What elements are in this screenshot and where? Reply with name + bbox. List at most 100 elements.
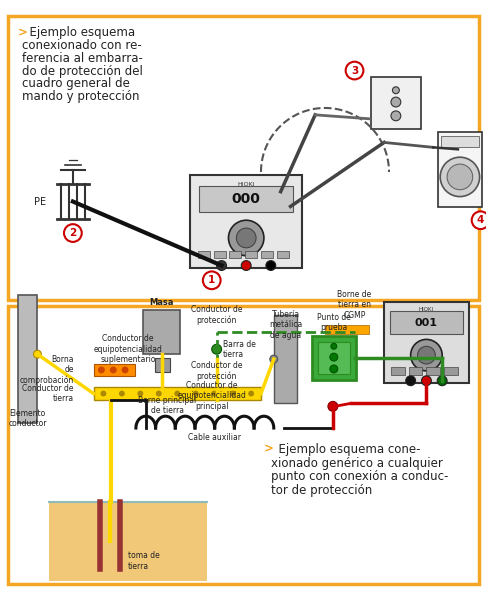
Text: Elemento
conductor: Elemento conductor <box>8 409 47 428</box>
Bar <box>245 251 257 257</box>
Bar <box>229 251 241 257</box>
FancyBboxPatch shape <box>438 131 482 208</box>
Circle shape <box>193 391 199 397</box>
Circle shape <box>156 391 162 397</box>
Circle shape <box>98 367 105 373</box>
Circle shape <box>440 157 480 197</box>
Text: 3: 3 <box>351 65 358 76</box>
Text: Masa: Masa <box>149 298 174 307</box>
Text: 4: 4 <box>477 215 484 225</box>
Text: Conductor de
equipotencialidad
principal: Conductor de equipotencialidad principal <box>177 381 246 410</box>
Text: Ejemplo esquema cone-: Ejemplo esquema cone- <box>271 443 420 456</box>
FancyBboxPatch shape <box>371 77 420 128</box>
FancyBboxPatch shape <box>390 311 463 334</box>
Bar <box>426 367 440 375</box>
FancyBboxPatch shape <box>384 302 469 383</box>
Text: >: > <box>264 443 274 456</box>
FancyBboxPatch shape <box>190 175 302 268</box>
Text: do de protección del: do de protección del <box>22 65 143 77</box>
Text: Conductor de
protección: Conductor de protección <box>191 305 243 325</box>
Circle shape <box>330 353 338 361</box>
Bar <box>274 315 297 403</box>
Bar <box>155 358 170 372</box>
Text: Borna
de
comprobación: Borna de comprobación <box>20 355 74 385</box>
Text: 001: 001 <box>415 317 438 328</box>
Circle shape <box>328 401 338 411</box>
Circle shape <box>236 228 256 248</box>
FancyBboxPatch shape <box>199 186 293 212</box>
Circle shape <box>346 62 364 79</box>
Circle shape <box>241 260 251 271</box>
Text: HIOKI: HIOKI <box>419 307 434 313</box>
Circle shape <box>411 340 442 371</box>
Text: Borne principal
de tierra: Borne principal de tierra <box>138 396 197 415</box>
Text: tor de protección: tor de protección <box>271 484 372 497</box>
Circle shape <box>331 343 337 349</box>
Text: Conductor de
tierra: Conductor de tierra <box>22 384 74 403</box>
Circle shape <box>34 350 41 358</box>
Bar <box>93 386 261 400</box>
Bar <box>444 367 458 375</box>
Circle shape <box>421 376 431 386</box>
Circle shape <box>119 391 125 397</box>
FancyBboxPatch shape <box>312 337 356 380</box>
Bar <box>18 295 38 423</box>
Bar <box>261 251 273 257</box>
Circle shape <box>417 346 435 364</box>
Bar <box>214 251 226 257</box>
Text: >: > <box>18 26 28 39</box>
Circle shape <box>174 391 180 397</box>
Circle shape <box>137 391 143 397</box>
Circle shape <box>406 376 415 386</box>
Circle shape <box>211 391 217 397</box>
Text: Borne de
tierra en
CGMP: Borne de tierra en CGMP <box>337 290 371 320</box>
Circle shape <box>270 355 278 363</box>
Text: xionado genérico a cualquier: xionado genérico a cualquier <box>271 457 443 470</box>
Text: Conductor de
protección: Conductor de protección <box>191 361 243 381</box>
Circle shape <box>248 391 254 397</box>
Text: Conductor de
equipotencialidad
suplementario: Conductor de equipotencialidad suplement… <box>93 334 163 364</box>
Text: Tubería
metálica
de agua: Tubería metálica de agua <box>269 310 302 340</box>
Circle shape <box>228 220 264 256</box>
Text: mando y protección: mando y protección <box>22 90 139 103</box>
Circle shape <box>100 391 106 397</box>
Bar <box>325 325 370 334</box>
Text: Barra de
tierra: Barra de tierra <box>223 340 255 359</box>
Circle shape <box>203 271 221 289</box>
Text: 000: 000 <box>232 191 261 206</box>
Circle shape <box>110 367 117 373</box>
FancyBboxPatch shape <box>8 16 479 300</box>
Text: HIOKI: HIOKI <box>238 182 255 187</box>
Circle shape <box>64 224 82 242</box>
Bar <box>143 310 180 354</box>
Circle shape <box>391 97 401 107</box>
Circle shape <box>230 391 236 397</box>
Bar <box>277 251 288 257</box>
Circle shape <box>472 211 490 229</box>
Circle shape <box>330 365 338 373</box>
Circle shape <box>391 111 401 121</box>
Text: cuadro general de: cuadro general de <box>22 77 129 91</box>
Bar <box>441 136 479 148</box>
Circle shape <box>447 164 473 190</box>
FancyBboxPatch shape <box>318 342 350 374</box>
Text: ferencia al embarra-: ferencia al embarra- <box>22 52 143 65</box>
FancyBboxPatch shape <box>8 306 479 584</box>
Circle shape <box>122 367 128 373</box>
Circle shape <box>266 260 276 271</box>
Text: 2: 2 <box>69 228 77 238</box>
Bar <box>93 364 135 376</box>
Text: 1: 1 <box>208 275 215 286</box>
Circle shape <box>392 87 399 94</box>
Bar <box>198 251 210 257</box>
Circle shape <box>212 344 222 354</box>
Bar <box>49 502 207 581</box>
Circle shape <box>437 376 447 386</box>
Text: Ejemplo esquema: Ejemplo esquema <box>22 26 135 39</box>
Text: PE: PE <box>34 197 46 206</box>
Text: punto con conexión a conduc-: punto con conexión a conduc- <box>271 470 448 484</box>
Bar <box>409 367 422 375</box>
Text: conexionado con re-: conexionado con re- <box>22 39 141 52</box>
Text: Cable auxiliar: Cable auxiliar <box>188 433 241 442</box>
Text: Punto de
prueba: Punto de prueba <box>317 313 351 332</box>
